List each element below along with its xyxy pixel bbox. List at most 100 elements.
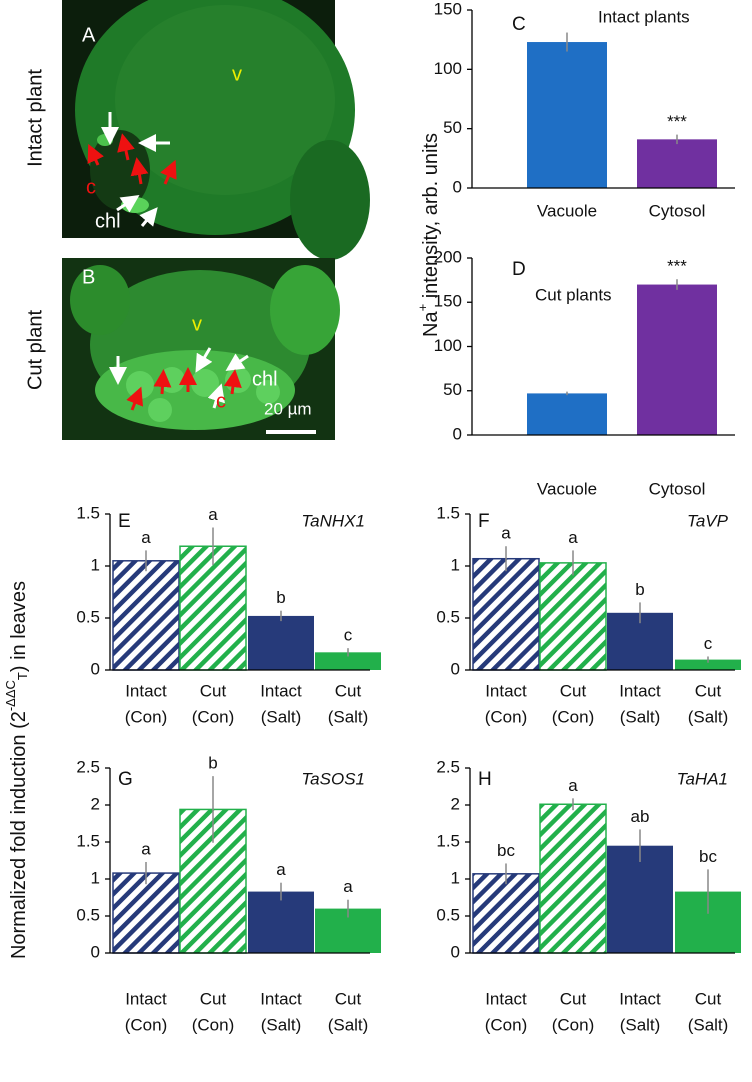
x-tick-label: (Con) — [192, 707, 235, 726]
x-tick-label: Intact — [125, 989, 167, 1008]
x-tick-label: Intact — [485, 681, 527, 700]
label-sup: -ΔΔC — [3, 680, 18, 711]
significance-label: a — [141, 839, 151, 858]
label-part: Na — [420, 311, 442, 337]
bar — [637, 284, 717, 435]
significance-label: c — [344, 626, 353, 645]
y-tick-label: 0.5 — [76, 905, 100, 924]
label-part: ) in leaves — [8, 581, 30, 672]
x-tick-label: (Con) — [125, 707, 168, 726]
y-tick-label: 1 — [91, 555, 100, 574]
x-tick-label: Cut — [695, 681, 722, 700]
chart-title: Cut plants — [535, 285, 612, 304]
x-tick-label: Vacuole — [537, 479, 597, 498]
x-tick-label: (Salt) — [328, 1015, 369, 1034]
significance-label: bc — [699, 847, 717, 866]
significance-label: a — [343, 877, 353, 896]
y-tick-label: 150 — [434, 0, 462, 18]
panel-letter: C — [512, 14, 526, 35]
panel-letter: E — [118, 511, 131, 532]
y-tick-label: 50 — [443, 118, 462, 137]
chart-title: TaVP — [687, 511, 729, 530]
x-tick-label: Vacuole — [537, 201, 597, 220]
x-tick-label: (Salt) — [620, 707, 661, 726]
x-tick-label: (Salt) — [688, 1015, 729, 1034]
y-tick-label: 1.5 — [76, 503, 100, 522]
label-part: Normalized fold induction (2 — [8, 711, 30, 959]
x-tick-label: (Con) — [192, 1015, 235, 1034]
significance-label: c — [704, 634, 713, 653]
image-label: Intact plant — [24, 69, 46, 167]
bar — [527, 393, 607, 435]
y-tick-label: 1.5 — [436, 503, 460, 522]
y-tick-label: 1 — [91, 868, 100, 887]
y-tick-label: 1 — [451, 868, 460, 887]
micrograph-b: B v chl c 20 µm — [62, 258, 340, 440]
bar — [637, 139, 717, 188]
y-axis-label: Normalized fold induction (2-ΔΔCT) in le… — [3, 581, 30, 959]
bar — [112, 560, 180, 671]
significance-label: b — [635, 580, 644, 599]
bar — [527, 42, 607, 188]
vacuole-label: v — [192, 313, 202, 335]
label-sub: T — [15, 672, 30, 680]
x-tick-label: Cytosol — [649, 201, 706, 220]
x-tick-label: Intact — [260, 989, 302, 1008]
x-tick-label: (Salt) — [688, 707, 729, 726]
y-tick-label: 150 — [434, 292, 462, 311]
x-tick-label: (Salt) — [620, 1015, 661, 1034]
x-tick-label: Intact — [260, 681, 302, 700]
bar — [472, 873, 540, 954]
y-tick-label: 0 — [453, 424, 462, 443]
x-tick-label: Intact — [125, 681, 167, 700]
significance-label: a — [568, 776, 578, 795]
bar — [539, 803, 607, 954]
y-tick-label: 0 — [453, 177, 462, 196]
bar — [248, 615, 314, 670]
y-tick-label: 0 — [451, 659, 460, 678]
x-tick-label: (Con) — [485, 707, 528, 726]
chart-title: TaSOS1 — [301, 769, 365, 788]
chart-title: TaHA1 — [677, 769, 728, 788]
bar — [539, 562, 607, 671]
chloroplast-label: chl — [95, 210, 121, 232]
bar — [675, 659, 741, 670]
x-tick-label: Cut — [695, 989, 722, 1008]
significance-label: b — [276, 588, 285, 607]
y-tick-label: 1.5 — [436, 831, 460, 850]
y-tick-label: 2.5 — [436, 757, 460, 776]
panel-letter: B — [82, 266, 95, 288]
significance-label: a — [276, 860, 286, 879]
x-tick-label: Cut — [200, 989, 227, 1008]
chart-title: TaNHX1 — [301, 511, 365, 530]
x-tick-label: (Con) — [552, 1015, 595, 1034]
panel-letter: D — [512, 259, 526, 280]
bar — [179, 545, 247, 671]
bar — [248, 891, 314, 953]
cytosol-label: c — [216, 390, 226, 412]
x-tick-label: (Con) — [125, 1015, 168, 1034]
significance-label: b — [208, 754, 217, 773]
bar — [112, 872, 180, 954]
y-tick-label: 1 — [451, 555, 460, 574]
significance-label: a — [568, 528, 578, 547]
x-tick-label: (Con) — [485, 1015, 528, 1034]
y-tick-label: 100 — [434, 59, 462, 78]
bar — [472, 557, 540, 671]
y-tick-label: 0.5 — [76, 607, 100, 626]
x-tick-label: Intact — [619, 681, 661, 700]
x-tick-label: Cut — [335, 989, 362, 1008]
significance-label: *** — [667, 112, 687, 131]
cytosol-label: c — [86, 176, 96, 198]
bar — [607, 845, 673, 953]
x-tick-label: Cut — [560, 989, 587, 1008]
y-tick-label: 1.5 — [76, 831, 100, 850]
image-label: Cut plant — [24, 310, 46, 390]
panel-letter: F — [478, 511, 490, 532]
y-tick-label: 2 — [451, 794, 460, 813]
chart-title: Intact plants — [598, 7, 690, 26]
x-tick-label: Cut — [335, 681, 362, 700]
x-tick-label: Cytosol — [649, 479, 706, 498]
